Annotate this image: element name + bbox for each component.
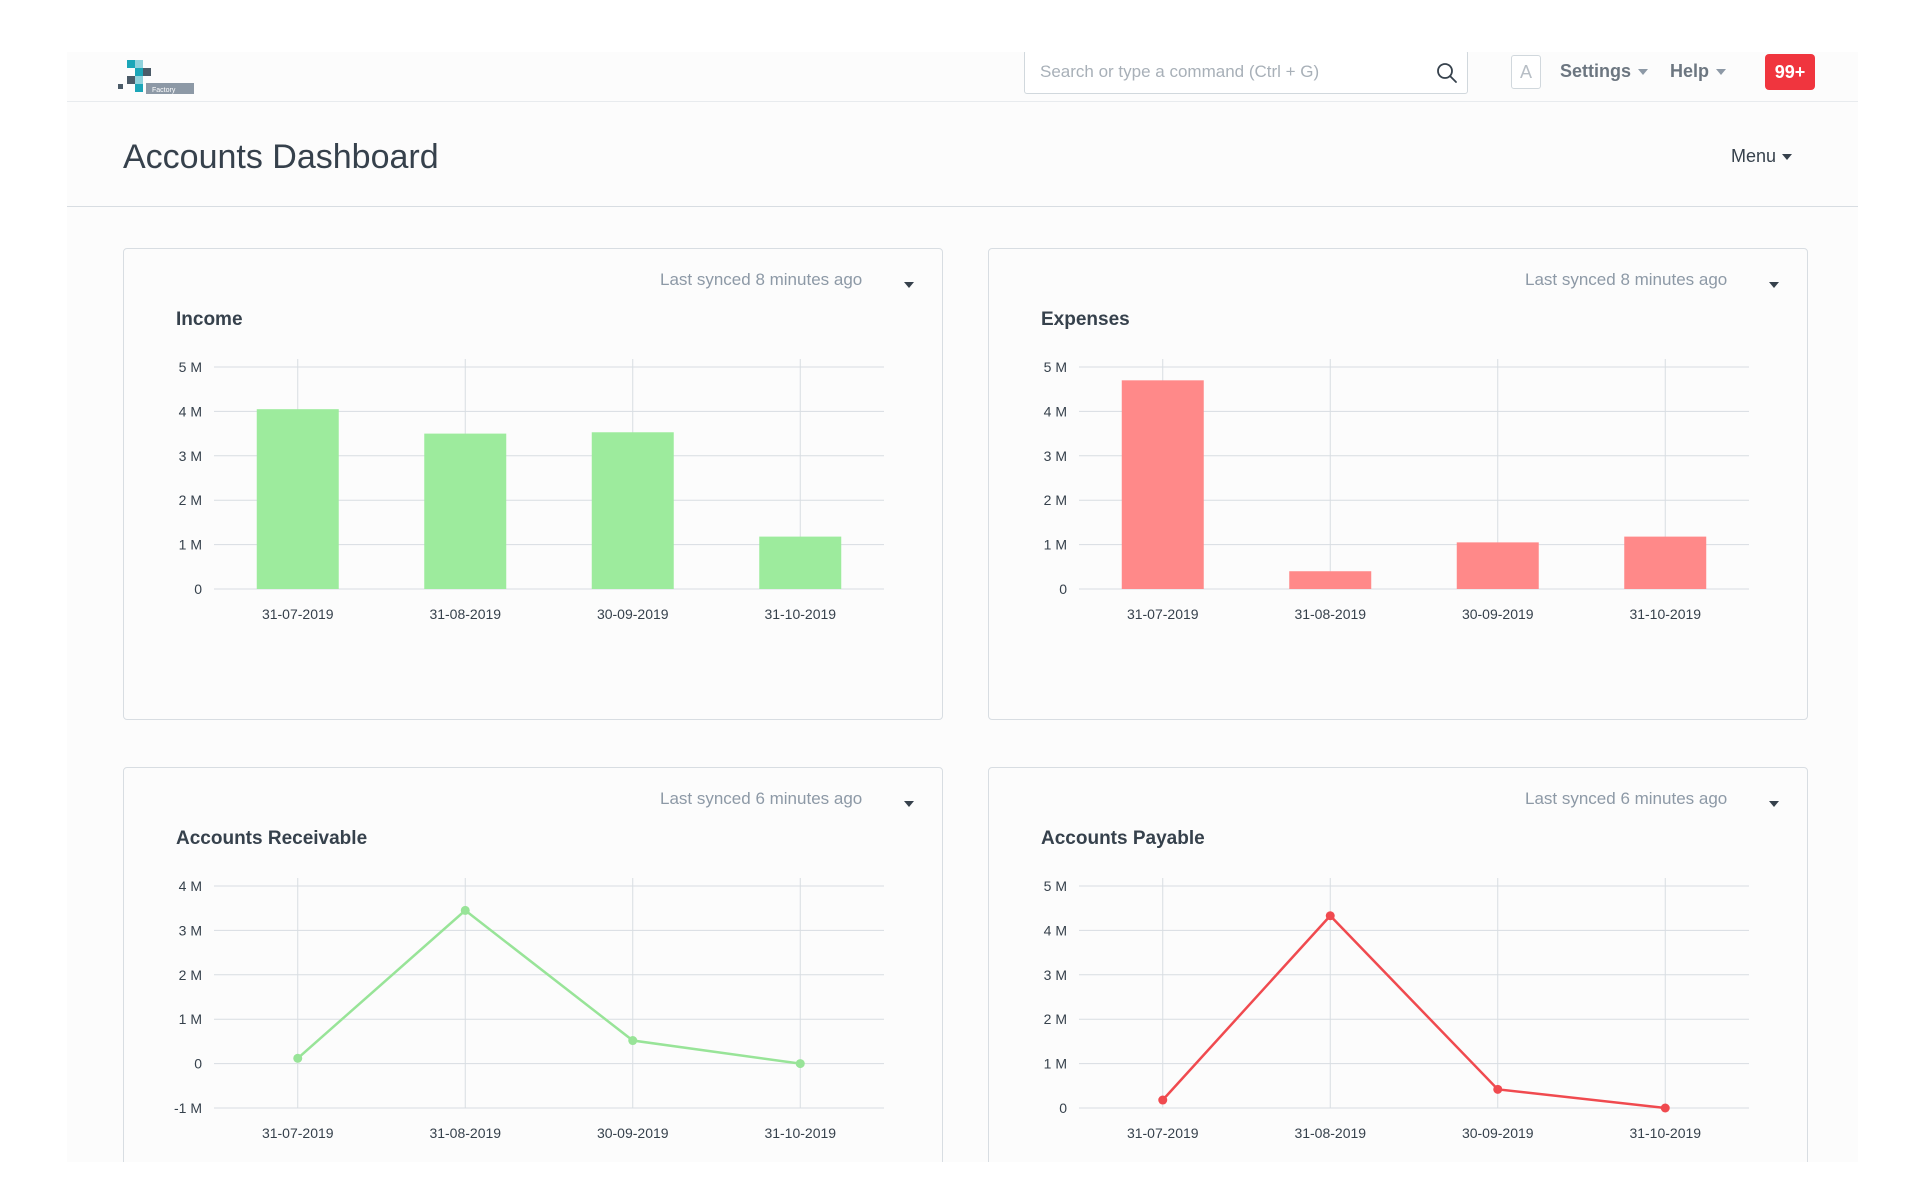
page-header: Accounts Dashboard Menu [67,103,1858,207]
y-tick-label: 2 M [1044,492,1067,508]
y-tick-label: 1 M [179,537,202,553]
bar [1624,536,1707,589]
chevron-down-icon [1716,68,1727,75]
y-tick-label: 4 M [179,878,202,894]
accounts-payable-card: Last synced 6 minutes ago Accounts Payab… [988,767,1808,1162]
user-avatar[interactable]: A [1511,55,1541,89]
bar [1456,542,1539,589]
card-options-caret-icon[interactable] [904,801,914,807]
accounts-payable-chart: 0 1 M 2 M 3 M 4 M 5 M 31-07-2019 31-08-2019 30-0… [1044,878,1749,1138]
card-title: Expenses [1041,309,1130,330]
series-line [296,908,801,1065]
x-tick-label: 31-10-2019 [1629,606,1701,619]
navbar: Factory A Settings Help 99+ [67,52,1858,102]
y-tick-label: 2 M [179,492,202,508]
data-point [628,1036,638,1046]
y-tick-label: 5 M [179,359,202,375]
y-tick-label: 2 M [179,967,202,983]
data-point [1660,1103,1670,1113]
card-title: Accounts Receivable [176,828,368,849]
menu-button[interactable]: Menu [1731,146,1793,167]
y-tick-label: -1 M [174,1100,202,1116]
y-tick-label: 3 M [179,448,202,464]
y-tick-label: 0 [1059,1100,1067,1116]
sync-status: Last synced 8 minutes ago [660,270,863,289]
chevron-down-icon [1782,153,1793,160]
data-point [1158,1095,1168,1105]
y-tick-label: 0 [194,581,202,597]
data-point [293,1053,303,1063]
accounts-receivable-card: Last synced 6 minutes ago Accounts Recei… [123,767,943,1162]
y-tick-label: 1 M [179,1011,202,1027]
help-label: Help [1670,61,1710,81]
bar [1289,571,1372,589]
y-tick-label: 0 [1059,581,1067,597]
x-tick-label: 30-09-2019 [597,606,669,619]
y-tick-label: 3 M [179,922,202,938]
card-options-caret-icon[interactable] [1769,801,1779,807]
search-input[interactable] [1025,52,1405,93]
data-point [1493,1084,1503,1094]
income-chart: 0 1 M 2 M 3 M 4 M 5 M 31-07-2019 31-08-2019 30-0… [179,359,884,619]
bar [1121,380,1204,589]
settings-dropdown[interactable]: Settings [1560,61,1649,82]
x-tick-label: 31-08-2019 [1294,1125,1366,1138]
x-tick-label: 31-08-2019 [1294,606,1366,619]
y-tick-label: 4 M [179,403,202,419]
data-point [795,1059,805,1069]
x-tick-label: 31-10-2019 [1629,1125,1701,1138]
y-tick-label: 4 M [1044,403,1067,419]
y-tick-label: 0 [194,1056,202,1072]
y-tick-label: 5 M [1044,878,1067,894]
menu-label: Menu [1731,146,1777,166]
sync-status: Last synced 8 minutes ago [1525,270,1728,289]
notification-badge[interactable]: 99+ [1765,54,1815,90]
x-tick-label: 31-08-2019 [429,1125,501,1138]
bar [591,432,674,589]
bar [424,433,507,589]
x-tick-label: 31-07-2019 [262,1125,334,1138]
chevron-down-icon [1638,68,1649,75]
x-tick-label: 31-07-2019 [262,606,334,619]
x-tick-label: 30-09-2019 [1462,1125,1534,1138]
series-line [1161,913,1666,1110]
x-tick-label: 31-10-2019 [764,606,836,619]
card-title: Income [176,309,243,330]
y-tick-label: 5 M [1044,359,1067,375]
expenses-card: Last synced 8 minutes ago Expenses 0 1 M 2… [988,248,1808,720]
sync-status: Last synced 6 minutes ago [1525,789,1728,808]
y-tick-label: 3 M [1044,448,1067,464]
x-tick-label: 30-09-2019 [597,1125,669,1138]
data-point [1325,911,1335,921]
bar [759,536,842,589]
expenses-chart: 0 1 M 2 M 3 M 4 M 5 M 31-07-2019 31-08-2019 30-0… [1044,359,1749,619]
y-tick-label: 4 M [1044,922,1067,938]
search-box[interactable] [1024,52,1468,94]
card-options-caret-icon[interactable] [1769,282,1779,288]
search-icon[interactable] [1435,61,1459,85]
sync-status: Last synced 6 minutes ago [660,789,863,808]
x-tick-label: 31-07-2019 [1127,1125,1199,1138]
logo-text: Factory [152,87,176,94]
y-tick-label: 1 M [1044,1056,1067,1072]
y-tick-label: 2 M [1044,1011,1067,1027]
x-tick-label: 31-07-2019 [1127,606,1199,619]
x-tick-label: 31-08-2019 [429,606,501,619]
page-title: Accounts Dashboard [123,138,439,176]
card-title: Accounts Payable [1041,828,1205,849]
income-card: Last synced 8 minutes ago Income 0 1 M 2 M… [123,248,943,720]
y-tick-label: 3 M [1044,967,1067,983]
factory-logo[interactable]: Factory [116,56,196,96]
x-tick-label: 31-10-2019 [764,1125,836,1138]
accounts-receivable-chart: -1 M 0 1 M 2 M 3 M 4 M 31-07-2019 31-08-2019 30-… [174,878,884,1138]
settings-label: Settings [1560,61,1632,81]
bar [256,409,339,589]
data-point [460,905,470,915]
help-dropdown[interactable]: Help [1670,61,1727,82]
y-tick-label: 1 M [1044,537,1067,553]
card-options-caret-icon[interactable] [904,282,914,288]
app-window: Factory A Settings Help 99+ Accounts Das… [67,52,1858,1162]
x-tick-label: 30-09-2019 [1462,606,1534,619]
